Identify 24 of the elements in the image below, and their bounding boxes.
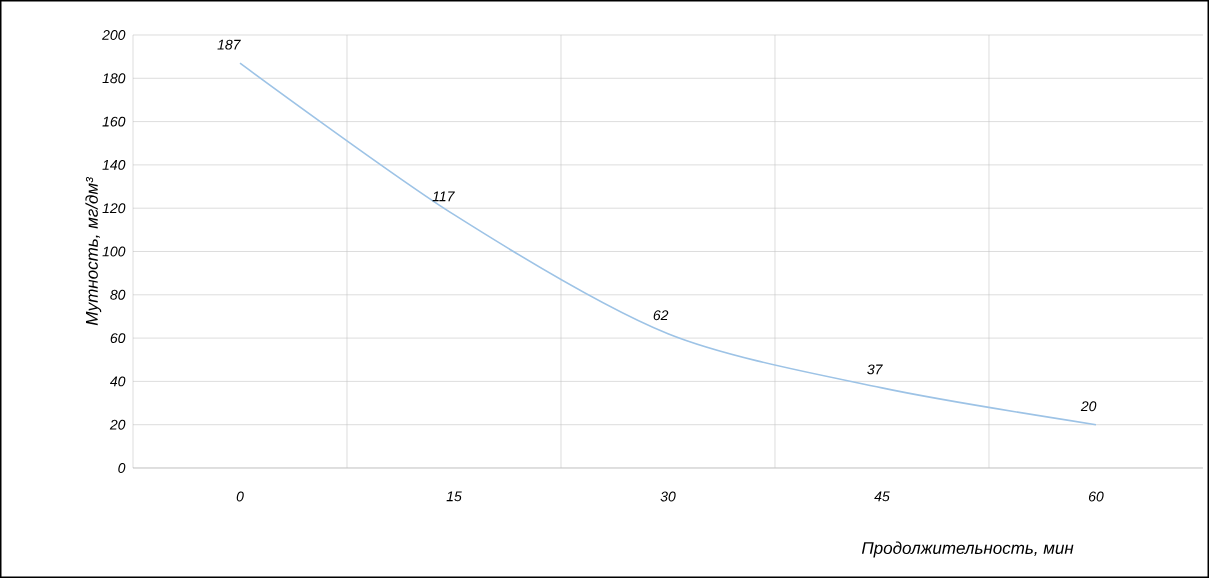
y-tick-label: 60 xyxy=(110,333,126,344)
data-label: 20 xyxy=(1080,401,1097,412)
data-label: 62 xyxy=(653,310,669,321)
y-tick-label: 40 xyxy=(109,376,126,387)
x-tick-label: 30 xyxy=(660,491,676,502)
x-axis-title: Продолжительность, мин xyxy=(861,541,1074,558)
y-tick-label: 160 xyxy=(102,116,126,127)
x-tick-label: 0 xyxy=(236,491,244,502)
x-tick-label: 15 xyxy=(446,491,462,502)
y-tick-label: 120 xyxy=(102,203,126,214)
data-label: 37 xyxy=(867,364,883,375)
y-tick-label: 100 xyxy=(102,246,126,257)
y-axis-title: Мутность, мг/дм³ xyxy=(85,176,102,326)
line-series xyxy=(239,62,1097,426)
y-tick-label: 80 xyxy=(110,289,126,300)
y-tick-label: 0 xyxy=(118,463,126,473)
x-tick-label: 45 xyxy=(874,491,890,502)
data-label: 187 xyxy=(217,39,241,50)
y-tick-label: 200 xyxy=(102,30,126,40)
y-tick-label: 20 xyxy=(109,419,126,430)
x-tick-label: 60 xyxy=(1088,491,1104,502)
y-tick-label: 140 xyxy=(102,159,126,170)
data-label: 117 xyxy=(432,191,455,202)
y-tick-label: 180 xyxy=(102,73,126,84)
